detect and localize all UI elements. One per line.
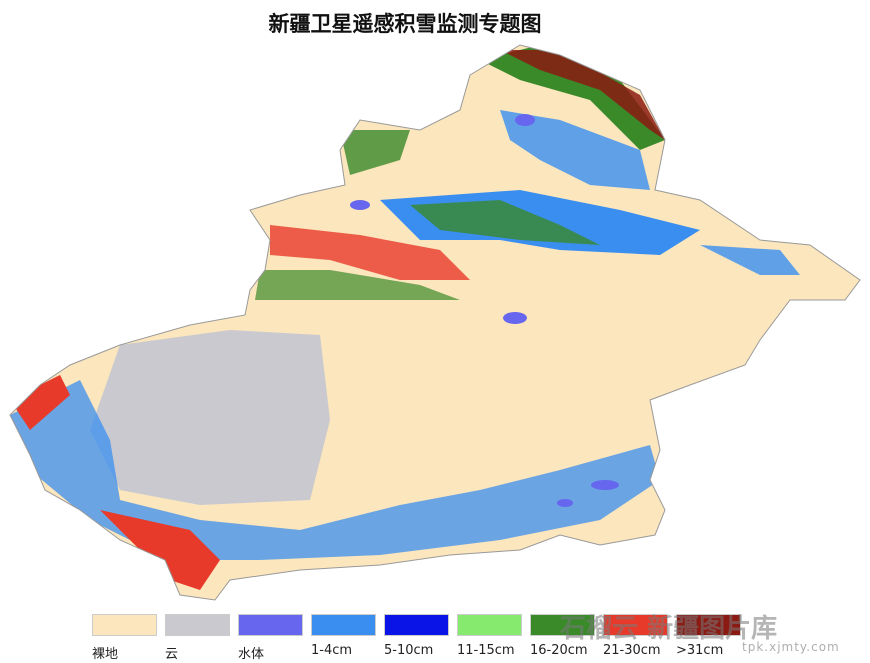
legend-label: 21-30cm	[603, 643, 661, 658]
water-body	[515, 114, 535, 126]
snow-21-30cm-ili	[270, 225, 470, 280]
legend-swatch	[238, 614, 303, 636]
watermark-name: 新疆图片库	[647, 614, 778, 644]
watermark-logo: 石榴云	[560, 614, 639, 644]
snow-21-30cm-west	[10, 375, 70, 430]
legend-item: 裸地	[92, 614, 157, 662]
snow-21-30cm-southwest	[100, 510, 220, 590]
legend-label: 水体	[238, 647, 265, 662]
legend-item: 云	[165, 614, 230, 662]
legend-swatch	[603, 614, 668, 636]
map-layers	[10, 45, 860, 600]
legend-swatch	[165, 614, 230, 636]
cloud-region	[90, 330, 330, 505]
snow-1-4cm-south	[10, 380, 660, 560]
legend-label: 1-4cm	[311, 643, 353, 658]
legend-swatch	[676, 614, 741, 636]
water-body	[503, 312, 527, 324]
snow-16-20cm-ili	[255, 270, 460, 300]
legend-label: 11-15cm	[457, 643, 515, 658]
legend-item: 水体	[238, 614, 303, 662]
legend-item: >31cm	[676, 614, 741, 662]
legend-swatch	[530, 614, 595, 636]
snow-cover-map	[9, 44, 861, 601]
snow-31cm-altai	[500, 50, 665, 140]
legend-item: 1-4cm	[311, 614, 376, 662]
watermark-url: tpk.xjmty.com	[742, 640, 840, 654]
legend-item: 11-15cm	[457, 614, 522, 662]
legend-swatch	[311, 614, 376, 636]
snow-16-20cm-tacheng	[340, 130, 410, 175]
water-body	[591, 480, 619, 490]
water-body	[350, 200, 370, 210]
legend-item: 21-30cm	[603, 614, 668, 662]
legend-swatch	[457, 614, 522, 636]
snow-1-4cm-altai	[500, 110, 650, 190]
water-body	[557, 499, 573, 507]
legend-label: >31cm	[676, 643, 724, 658]
legend-item: 16-20cm	[530, 614, 595, 662]
snow-16-20cm-tianshan	[410, 200, 600, 245]
legend-item: 5-10cm	[384, 614, 449, 662]
legend-label: 5-10cm	[384, 643, 434, 658]
watermark: 石榴云 新疆图片库	[560, 608, 777, 645]
legend-swatch	[92, 614, 157, 636]
legend-label: 16-20cm	[530, 643, 588, 658]
snow-16-20cm-altai	[480, 45, 665, 150]
legend-label: 裸地	[92, 647, 119, 662]
snow-1-4cm-hami	[700, 245, 800, 275]
legend-label: 云	[165, 647, 179, 662]
legend-swatch	[384, 614, 449, 636]
legend: 裸地 云 水体 1-4cm 5-10cm 11-15cm 16-20cm 21-30cm >31…	[92, 614, 741, 662]
map-title: 新疆卫星遥感积雪监测专题图	[268, 11, 542, 36]
